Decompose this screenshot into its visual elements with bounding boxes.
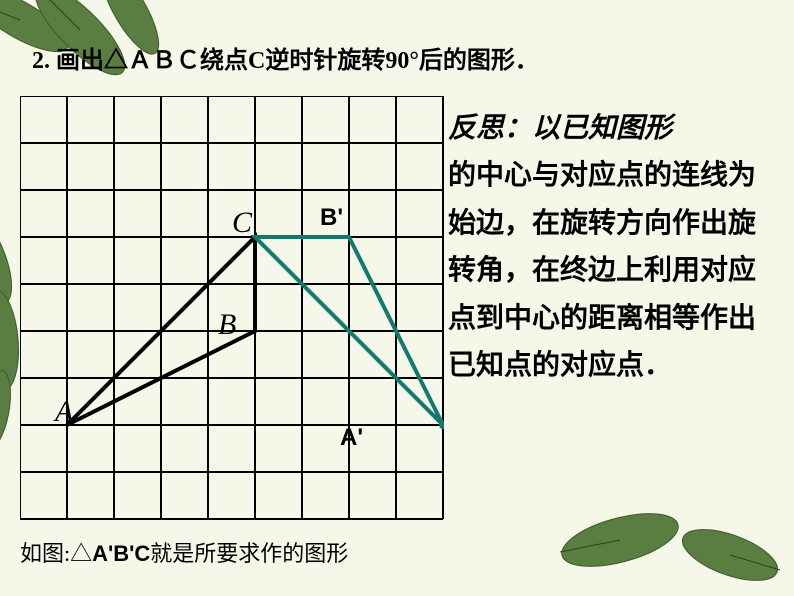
label-b: B bbox=[218, 308, 236, 342]
problem-statement: 2. 画出△ＡＢＣ绕点C逆时针旋转90°后的图形． bbox=[32, 40, 539, 75]
caption-suffix: 就是所要求作的图形 bbox=[150, 541, 348, 566]
figure-caption: 如图:△A'B'C就是所要求作的图形 bbox=[20, 536, 348, 568]
problem-number: 2. bbox=[32, 48, 50, 74]
label-a-prime: A' bbox=[340, 424, 363, 452]
leaf-bottom-right bbox=[540, 470, 794, 596]
problem-body: 画出△ＡＢＣ绕点C逆时针旋转90°后的图形． bbox=[56, 48, 539, 74]
reflection-title: 反思：以已知图形 bbox=[448, 106, 672, 146]
label-a: A bbox=[55, 395, 73, 429]
caption-prefix: 如图:△ bbox=[20, 541, 92, 566]
reflection-body: 的中心与对应点的连线为始边，在旋转方向作出旋转角，在终边上利用对应点到中心的距离… bbox=[448, 152, 778, 390]
caption-bold: A'B'C bbox=[92, 541, 150, 566]
label-b-prime: B' bbox=[320, 204, 343, 232]
label-c: C bbox=[232, 206, 252, 240]
